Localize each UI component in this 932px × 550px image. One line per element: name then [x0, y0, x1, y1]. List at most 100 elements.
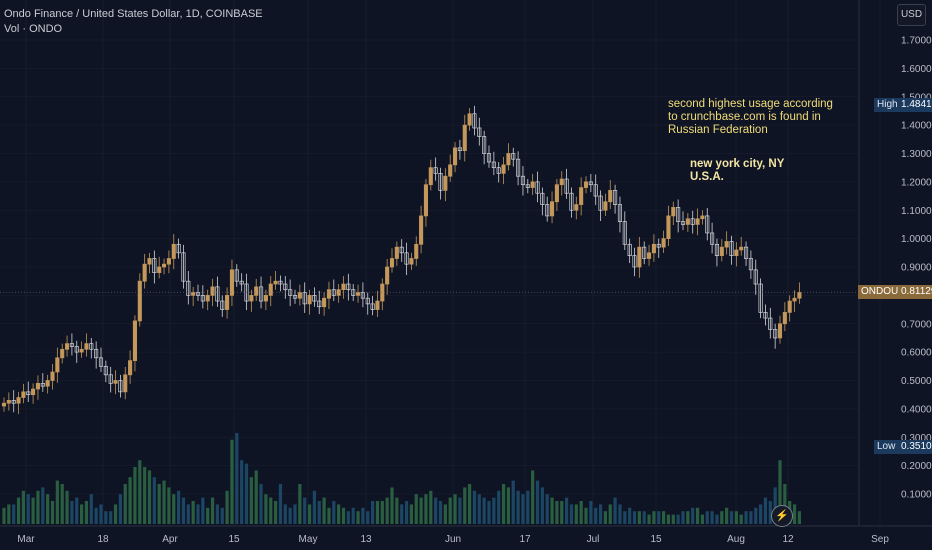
candle-body [676, 207, 681, 222]
volume-bar [589, 501, 593, 524]
candle-body [283, 283, 288, 291]
volume-bar [759, 504, 763, 524]
volume-bar [628, 507, 632, 524]
candle-body [763, 312, 768, 319]
candle-body [220, 300, 225, 310]
candle-body [210, 286, 215, 296]
candle-body [457, 147, 462, 152]
candle-body [453, 147, 458, 166]
volume-bar [623, 511, 627, 524]
volume-bar [472, 490, 477, 524]
volume-bar [705, 511, 709, 524]
candle-body [448, 164, 453, 177]
volume-bar [414, 494, 418, 524]
candle-body [322, 297, 327, 308]
time-tick-label: Jun [445, 534, 461, 545]
volume-bar [516, 490, 520, 524]
annotation-line: to crunchbase.com is found in [668, 111, 821, 123]
candle-body [583, 181, 589, 188]
volume-bar [303, 497, 307, 524]
volume-bar [613, 497, 617, 524]
volume-bar [278, 484, 283, 524]
candle-body [768, 317, 773, 330]
candle-body [608, 190, 613, 203]
volume-bar [409, 504, 413, 524]
volume-bar [283, 504, 287, 524]
candle-body [259, 286, 264, 302]
candle-body [690, 218, 695, 225]
volume-bar [380, 501, 384, 524]
volume-bar [404, 501, 409, 524]
candle-body [496, 167, 501, 174]
volume-bar [94, 507, 98, 524]
volume-bar [327, 507, 331, 524]
currency-button[interactable]: USD [897, 4, 926, 26]
candle-body [482, 136, 487, 154]
candle-body [656, 243, 661, 248]
candle-body [734, 249, 739, 257]
volume-bar [143, 467, 147, 524]
volume-bar [419, 497, 423, 524]
volume-bar [366, 511, 370, 524]
candle-body [782, 312, 787, 325]
candle-body [288, 289, 293, 296]
candle-body [331, 289, 336, 296]
candle-body [545, 204, 550, 217]
volume-bar [492, 497, 496, 524]
volume-bar [637, 511, 641, 524]
time-tick-label: 12 [782, 534, 794, 545]
candle-body [365, 297, 370, 305]
candle-body [491, 161, 496, 169]
candle-body [195, 292, 201, 296]
candle-body [312, 295, 317, 302]
candle-body [103, 365, 108, 376]
volume-bar [501, 484, 506, 524]
candle-body [26, 391, 31, 396]
candle-body [753, 269, 758, 285]
candle-body [360, 292, 365, 299]
candle-body [336, 289, 341, 296]
candle-body [157, 266, 162, 274]
candle-body [646, 252, 652, 259]
candle-body [234, 269, 239, 282]
volume-bar [191, 501, 195, 524]
candle-body [593, 184, 598, 197]
candle-body [428, 167, 433, 186]
candle-body [147, 258, 152, 265]
volume-bars [2, 433, 801, 524]
candle-body [142, 263, 147, 282]
candle-body [724, 241, 729, 248]
candle-body [462, 124, 467, 152]
volume-bar [725, 507, 729, 524]
lightning-icon[interactable]: ⚡ [771, 505, 793, 527]
candle-body [511, 153, 516, 160]
annotation-note-1[interactable]: second highest usage according to crunch… [668, 98, 833, 137]
volume-bar [729, 511, 734, 524]
candlesticks [1, 105, 802, 414]
volume-indicator-label[interactable]: Vol · ONDO [4, 23, 63, 35]
volume-bar [749, 511, 753, 524]
volume-bar [463, 487, 467, 524]
volume-bar [574, 504, 578, 524]
candle-body [773, 329, 778, 339]
candle-body [637, 246, 642, 268]
volume-bar [147, 470, 152, 524]
candle-body [249, 295, 254, 302]
time-tick-label: 15 [650, 534, 662, 545]
volume-bar [560, 501, 564, 524]
volume-bar [235, 433, 239, 524]
annotation-note-2[interactable]: new york city, NY U.S.A. [690, 158, 784, 184]
candle-body [477, 127, 482, 137]
candle-body [758, 283, 763, 313]
volume-bar [346, 511, 350, 524]
volume-bar [477, 494, 481, 524]
candle-body [254, 286, 259, 296]
candle-body [423, 184, 429, 217]
volume-bar [715, 514, 719, 524]
candle-body [710, 232, 715, 245]
